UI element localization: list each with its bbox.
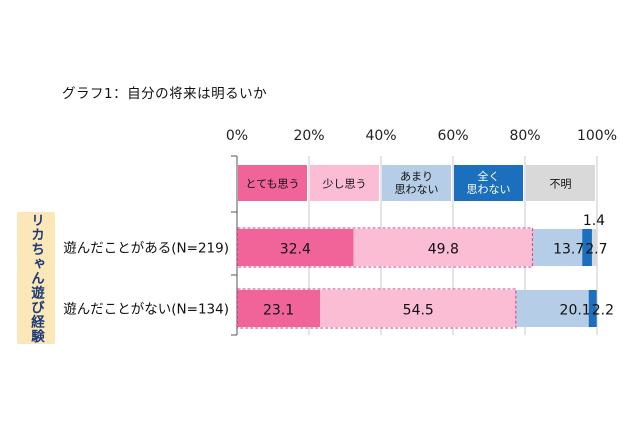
positive-outline <box>237 227 533 268</box>
category-label: 遊んだことがある(N=219) <box>63 241 229 257</box>
side-label-box: リカちゃん遊び経験 <box>17 212 55 344</box>
data-label-not_much: 20.1 <box>560 303 591 319</box>
bar-somewhat <box>320 290 517 327</box>
bar-not_much <box>532 229 583 266</box>
legend-label-unknown: 不明 <box>550 178 572 191</box>
x-tick-label: 40% <box>365 128 396 144</box>
data-label-very_much: 32.4 <box>280 242 311 258</box>
legend-label-not_much: あまり <box>400 170 433 183</box>
data-label-not_much: 13.7 <box>553 242 584 258</box>
data-label-somewhat: 49.8 <box>428 242 459 258</box>
legend-swatch-unknown <box>526 165 595 201</box>
x-tick-label: 60% <box>437 128 468 144</box>
bar-very_much <box>237 229 354 266</box>
legend-label-very_much: とても思う <box>245 178 299 191</box>
positive-outline <box>237 288 517 329</box>
data-label-not_at_all: 2.7 <box>585 242 607 258</box>
bar-unknown <box>591 229 597 266</box>
legend-swatch-somewhat <box>310 165 379 201</box>
category-label: 遊んだことがない(N=134) <box>63 302 229 318</box>
legend-label-not_at_all: 思わない <box>467 183 511 196</box>
chart-title: グラフ1：自分の将来は明るいか <box>62 86 268 102</box>
bar-somewhat <box>353 229 533 266</box>
bar-not_at_all <box>588 290 597 327</box>
data-label-unknown: 1.4 <box>583 213 605 229</box>
legend-swatch-not_much <box>382 165 451 201</box>
data-label-very_much: 23.1 <box>263 303 294 319</box>
bar-not_much <box>516 290 589 327</box>
legend-label-not_at_all: 全く <box>478 169 500 183</box>
x-tick-label: 0% <box>226 128 248 144</box>
legend-label-not_much: 思わない <box>395 183 439 196</box>
x-tick-label: 20% <box>293 128 324 144</box>
bar-very_much <box>237 290 321 327</box>
side-label-text: リカちゃん遊び経験 <box>28 212 44 344</box>
data-label-not_at_all: 2.2 <box>592 303 614 319</box>
legend-label-somewhat: 少し思う <box>323 178 367 191</box>
data-label-somewhat: 54.5 <box>403 303 434 319</box>
bar-not_at_all <box>582 229 592 266</box>
legend-swatch-not_at_all <box>454 165 523 201</box>
legend-swatch-very_much <box>238 165 307 201</box>
x-tick-label: 100% <box>577 128 617 144</box>
x-tick-label: 80% <box>509 128 540 144</box>
